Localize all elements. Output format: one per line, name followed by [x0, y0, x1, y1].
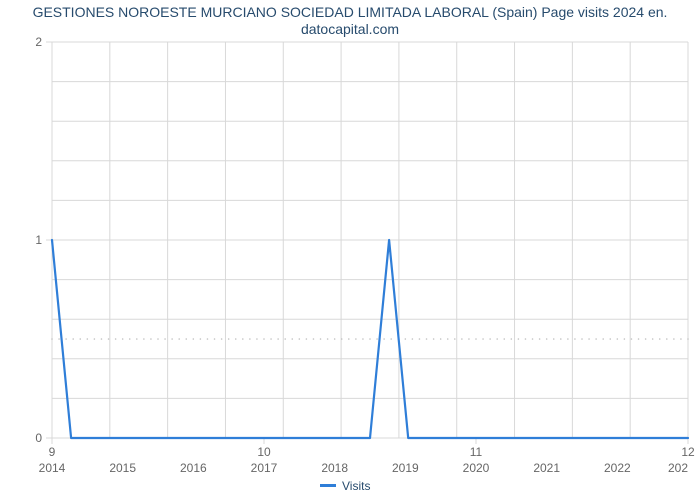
x-year-tick-label: 2020 [463, 461, 490, 475]
x-year-tick-label: 2017 [251, 461, 278, 475]
x-year-tick-label: 202 [668, 461, 688, 475]
x-secondary-tick-label: 11 [470, 445, 483, 459]
line-chart: 0129101112201420152016201720182019202020… [0, 0, 700, 500]
x-year-tick-label: 2018 [321, 461, 348, 475]
legend-swatch [320, 484, 336, 487]
x-year-tick-label: 2015 [109, 461, 136, 475]
x-year-tick-label: 2022 [604, 461, 631, 475]
x-year-tick-label: 2016 [180, 461, 207, 475]
x-year-tick-label: 2014 [39, 461, 66, 475]
x-secondary-tick-label: 10 [257, 445, 271, 459]
x-secondary-tick-label: 12 [681, 445, 695, 459]
y-tick-label: 1 [35, 233, 42, 247]
chart-title: GESTIONES NOROESTE MURCIANO SOCIEDAD LIM… [0, 4, 700, 38]
legend-label: Visits [342, 479, 370, 493]
x-secondary-tick-label: 9 [49, 445, 56, 459]
y-tick-label: 0 [35, 431, 42, 445]
x-year-tick-label: 2019 [392, 461, 419, 475]
x-year-tick-label: 2021 [533, 461, 560, 475]
